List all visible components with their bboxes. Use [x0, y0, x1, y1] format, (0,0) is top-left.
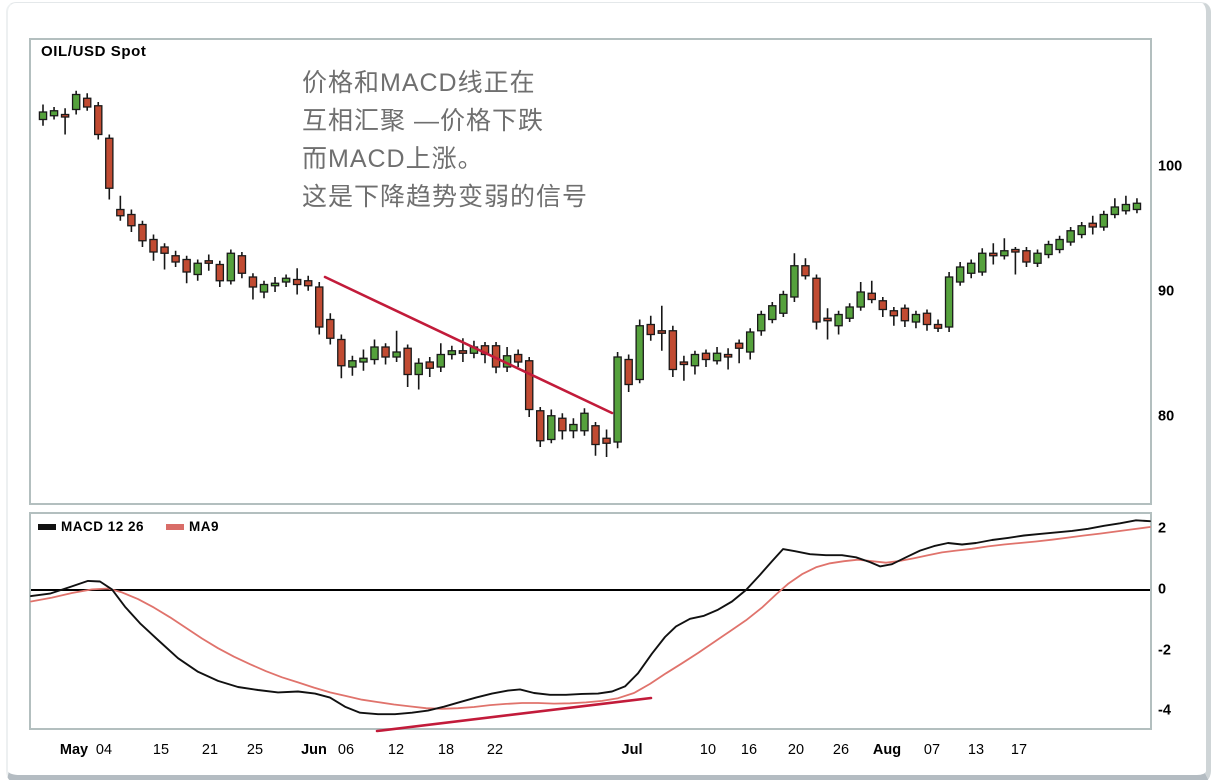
x-axis-label: 06 — [337, 742, 355, 758]
annotation-line: 而MACD上涨。 — [302, 145, 484, 173]
y-axis-label: 90 — [1158, 283, 1175, 300]
y-axis-label: 100 — [1158, 158, 1183, 175]
y-axis-label: 0 — [1158, 581, 1167, 598]
annotation-line: 价格和MACD线正在 — [302, 69, 536, 97]
legend-item-macd: MACD 12 26 — [38, 519, 144, 534]
x-axis-label: 07 — [923, 742, 941, 758]
y-axis-label: -4 — [1158, 702, 1171, 719]
legend-label-ma9: MA9 — [189, 519, 220, 534]
legend-item-ma9: MA9 — [166, 519, 219, 534]
y-axis-label: -2 — [1158, 642, 1171, 659]
macd-legend: MACD 12 26 MA9 — [38, 519, 241, 534]
x-axis-label: 13 — [967, 742, 985, 758]
ma9-color-swatch-icon — [166, 523, 185, 530]
x-axis-label: 04 — [95, 742, 113, 758]
x-axis-label: 20 — [787, 742, 805, 758]
x-axis-label: Jul — [621, 742, 643, 758]
x-axis-label: 25 — [246, 742, 264, 758]
x-axis-label: Aug — [872, 742, 902, 758]
y-axis-label: 80 — [1158, 408, 1175, 425]
annotation-text: 价格和MACD线正在 互相汇聚 —价格下跌 而MACD上涨。 这是下降趋势变弱的… — [302, 64, 588, 216]
legend-label-macd: MACD 12 26 — [61, 519, 145, 534]
x-axis-label: 26 — [832, 742, 850, 758]
chart-title: OIL/USD Spot — [41, 43, 147, 60]
x-axis-label: 12 — [387, 742, 405, 758]
annotation-line: 互相汇聚 —价格下跌 — [302, 107, 544, 135]
x-axis-label: 21 — [201, 742, 219, 758]
x-axis-label: May — [59, 742, 89, 758]
x-axis-label: 18 — [437, 742, 455, 758]
x-axis-label: 15 — [152, 742, 170, 758]
x-axis-label: 17 — [1010, 742, 1028, 758]
annotation-line: 这是下降趋势变弱的信号 — [302, 183, 589, 211]
x-axis-label: Jun — [301, 742, 327, 758]
x-axis-label: 16 — [740, 742, 758, 758]
x-axis-label: 22 — [486, 742, 504, 758]
y-axis-label: 2 — [1158, 521, 1167, 538]
x-axis-label: 10 — [699, 742, 717, 758]
macd-color-swatch-icon — [38, 523, 56, 530]
